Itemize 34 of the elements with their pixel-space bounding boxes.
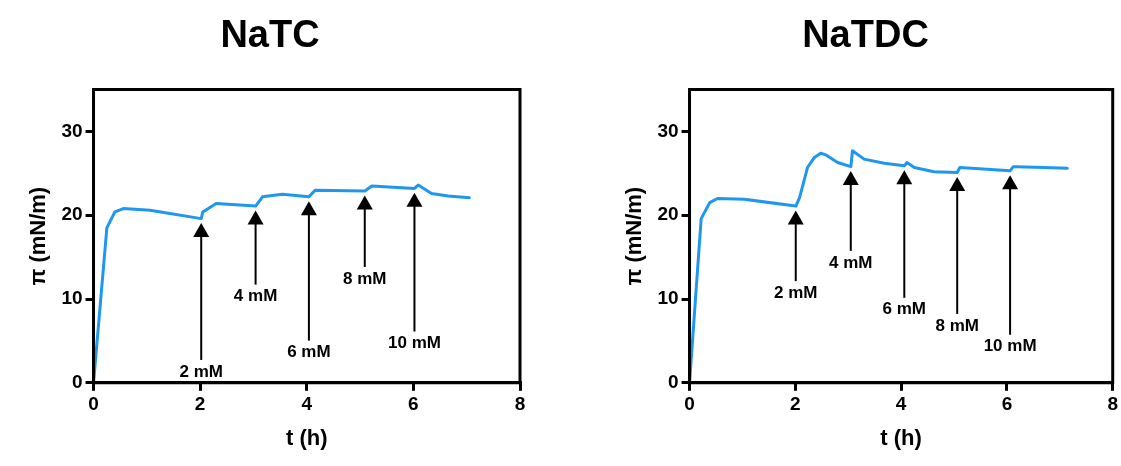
annotation: 4 mM — [829, 252, 873, 272]
annotation: 8 mM — [935, 315, 979, 335]
annotation: 8 mM — [343, 268, 387, 288]
chart-title: NaTDC — [802, 13, 929, 56]
annotation: 4 mM — [233, 286, 278, 306]
y-tick-label: 30 — [61, 119, 83, 141]
y-axis-title: π (mN/m) — [25, 186, 51, 286]
x-tick-label: 4 — [301, 393, 313, 415]
y-tick-label: 30 — [657, 119, 679, 141]
annotation: 10 mM — [983, 336, 1037, 356]
x-axis-title: t (h) — [880, 424, 922, 450]
chart-title: NaTC — [220, 13, 320, 56]
x-axis-title: t (h) — [286, 424, 328, 450]
x-tick-label: 4 — [895, 393, 907, 415]
y-tick-label: 10 — [657, 287, 679, 309]
x-tick-label: 0 — [88, 393, 99, 415]
annotation: 2 mM — [179, 361, 223, 381]
x-tick-label: 8 — [514, 393, 526, 415]
x-tick-label: 0 — [684, 393, 695, 415]
x-tick-label: 2 — [194, 393, 206, 415]
y-tick-label: 0 — [667, 371, 679, 393]
y-tick-label: 10 — [61, 287, 83, 309]
y-tick-label: 0 — [71, 371, 83, 393]
x-tick-label: 2 — [790, 393, 801, 415]
x-tick-label: 8 — [1107, 393, 1119, 415]
x-tick-label: 6 — [1001, 393, 1013, 415]
annotation: 2 mM — [774, 282, 818, 302]
annotation: 6 mM — [287, 342, 331, 362]
annotation: 10 mM — [387, 333, 441, 353]
y-tick-label: 20 — [61, 203, 83, 225]
y-tick-label: 20 — [657, 203, 679, 225]
x-tick-label: 6 — [408, 393, 419, 415]
annotation: 6 mM — [882, 299, 927, 319]
y-axis-title: π (mN/m) — [621, 186, 647, 286]
